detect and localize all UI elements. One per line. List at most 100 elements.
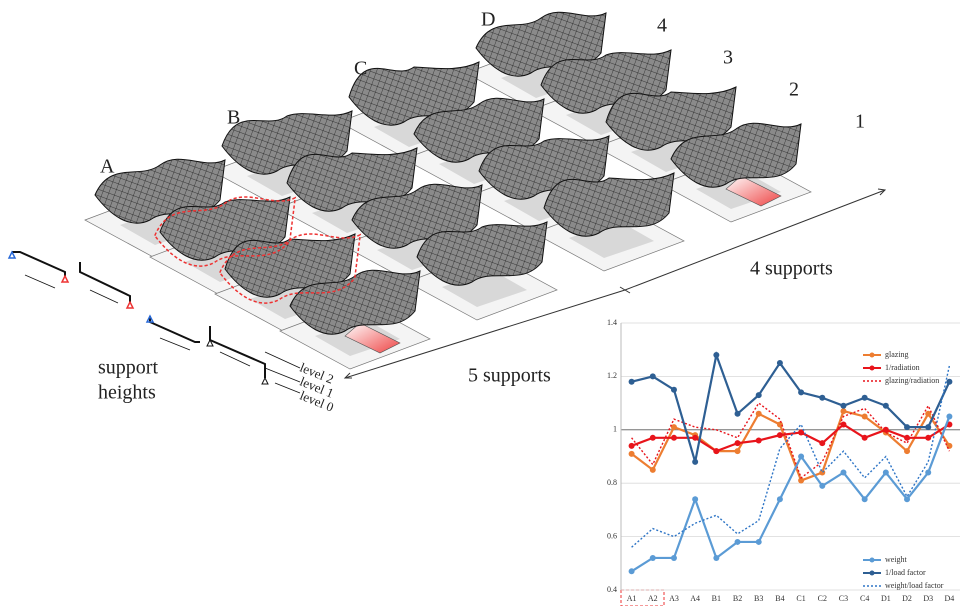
highlight-outline (153, 196, 297, 267)
shell-surface (670, 122, 802, 188)
x-tick-label: C4 (860, 594, 869, 603)
surface-grid (84, 11, 812, 370)
raised-support (344, 322, 401, 354)
row-label: C (354, 58, 367, 80)
data-point (861, 394, 868, 401)
row-label: A (100, 156, 115, 178)
x-tick-label: C1 (796, 594, 805, 603)
y-tick-label: 1.2 (607, 371, 617, 380)
line-chart: 0.4 0.6 0.8 1 1.2 1.4 A1 A2 A3 A4 B1 B2 B3 B4 C1 C2 C3 C4… (607, 308, 960, 606)
data-point (925, 469, 932, 476)
legend-marker (869, 557, 875, 563)
data-point (798, 429, 805, 436)
data-point (692, 496, 699, 503)
legend-label: glazing/radiation (885, 376, 939, 385)
data-point (819, 469, 826, 476)
y-tick-label: 0.8 (607, 478, 617, 487)
data-point (755, 437, 762, 444)
x-tick-label: B4 (775, 594, 784, 603)
data-point (798, 477, 805, 484)
data-point (882, 402, 889, 409)
tile-shadow (569, 221, 654, 258)
data-point (882, 469, 889, 476)
data-point (628, 568, 635, 575)
series-line (631, 423, 950, 453)
data-point (692, 434, 699, 441)
data-point (904, 496, 911, 503)
data-point (713, 554, 720, 561)
data-point (819, 394, 826, 401)
data-point (819, 482, 826, 489)
support-label: heights (98, 382, 156, 404)
x-tick-label: B1 (712, 594, 721, 603)
data-point (734, 440, 741, 447)
data-point (925, 410, 932, 417)
chart-background (618, 308, 960, 606)
data-point (861, 434, 868, 441)
data-point (628, 378, 635, 385)
data-point (925, 434, 932, 441)
x-tick-label: A3 (669, 594, 679, 603)
column-label: 1 (855, 111, 865, 133)
support-label: support (98, 357, 158, 379)
x-tick-label: A1 (627, 594, 637, 603)
data-point (649, 373, 656, 380)
x-tick-label: A2 (648, 594, 658, 603)
series-line (631, 416, 951, 573)
dimension-label: 4 supports (750, 258, 833, 280)
data-point (798, 389, 805, 396)
x-tick-label: D3 (923, 594, 933, 603)
data-point (946, 378, 953, 385)
dimension-lines (343, 188, 887, 379)
x-tick-label: D1 (881, 594, 891, 603)
series-line (631, 350, 951, 463)
y-tick-label: 1.4 (607, 318, 617, 327)
data-point (776, 496, 783, 503)
data-point (904, 448, 911, 455)
data-point (819, 440, 826, 447)
data-point (755, 392, 762, 399)
x-tick-label: D4 (945, 594, 955, 603)
x-tick-label: D2 (902, 594, 912, 603)
x-tick-label: C2 (818, 594, 827, 603)
shell-surface (416, 221, 548, 286)
legend-marker (869, 570, 875, 576)
data-point (734, 448, 741, 455)
shell-surface (605, 86, 737, 151)
legend-label: 1/radiation (885, 363, 920, 372)
data-point (734, 410, 741, 417)
data-point (670, 386, 677, 393)
raised-support (725, 175, 782, 207)
series-line (631, 365, 951, 548)
data-point (734, 538, 741, 545)
x-tick-label: A4 (690, 594, 700, 603)
series-line (631, 402, 951, 479)
y-tick-label: 0.6 (607, 531, 617, 540)
highlight-outline (218, 233, 362, 304)
shell-surface (348, 61, 480, 126)
legend-label: weight/load factor (885, 581, 944, 590)
x-tick-label: B2 (733, 594, 742, 603)
support-diagrams (7, 250, 301, 394)
data-point (861, 496, 868, 503)
data-point (840, 402, 847, 409)
data-point (946, 413, 953, 420)
data-point (925, 424, 932, 431)
legend-label: glazing (885, 350, 909, 359)
data-point (840, 408, 847, 415)
data-point (628, 450, 635, 457)
data-point (692, 458, 699, 465)
legend-marker (869, 365, 875, 371)
data-point (649, 554, 656, 561)
data-point (840, 421, 847, 428)
y-tick-label: 0.4 (607, 585, 617, 594)
data-point (649, 434, 656, 441)
shell-surface (224, 233, 356, 298)
data-point (755, 410, 762, 417)
column-label: 4 (657, 15, 667, 37)
dimension-label: 5 supports (468, 365, 551, 387)
data-point (713, 352, 720, 359)
data-point (670, 424, 677, 431)
data-point (840, 469, 847, 476)
